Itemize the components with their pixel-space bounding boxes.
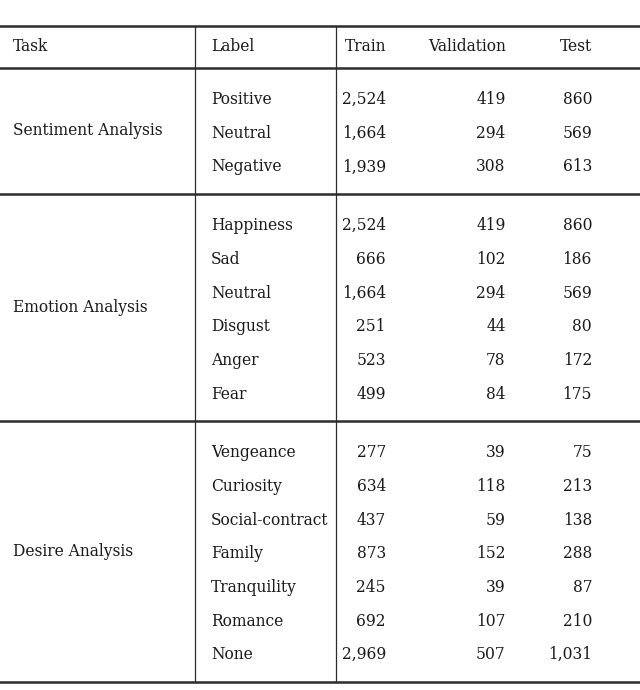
Text: 277: 277 xyxy=(356,444,386,462)
Text: Family: Family xyxy=(211,545,263,562)
Text: 39: 39 xyxy=(486,444,506,462)
Text: 873: 873 xyxy=(356,545,386,562)
Text: 175: 175 xyxy=(563,386,592,402)
Text: 172: 172 xyxy=(563,352,592,369)
Text: Negative: Negative xyxy=(211,159,282,175)
Text: 84: 84 xyxy=(486,386,506,402)
Text: 613: 613 xyxy=(563,159,592,175)
Text: Neutral: Neutral xyxy=(211,125,271,141)
Text: 251: 251 xyxy=(356,318,386,335)
Text: 419: 419 xyxy=(476,91,506,108)
Text: 118: 118 xyxy=(476,478,506,495)
Text: 294: 294 xyxy=(476,125,506,141)
Text: 152: 152 xyxy=(476,545,506,562)
Text: 2,969: 2,969 xyxy=(342,647,386,663)
Text: 245: 245 xyxy=(356,579,386,596)
Text: Fear: Fear xyxy=(211,386,246,402)
Text: 308: 308 xyxy=(476,159,506,175)
Text: 2,524: 2,524 xyxy=(342,91,386,108)
Text: 507: 507 xyxy=(476,647,506,663)
Text: Emotion Analysis: Emotion Analysis xyxy=(13,299,147,316)
Text: 288: 288 xyxy=(563,545,592,562)
Text: Vengeance: Vengeance xyxy=(211,444,296,462)
Text: Train: Train xyxy=(344,38,386,55)
Text: Romance: Romance xyxy=(211,613,284,630)
Text: Happiness: Happiness xyxy=(211,217,293,234)
Text: 860: 860 xyxy=(563,91,592,108)
Text: 294: 294 xyxy=(476,284,506,302)
Text: 75: 75 xyxy=(572,444,592,462)
Text: 87: 87 xyxy=(573,579,592,596)
Text: Label: Label xyxy=(211,38,255,55)
Text: 1,664: 1,664 xyxy=(342,125,386,141)
Text: Sad: Sad xyxy=(211,251,241,268)
Text: 569: 569 xyxy=(563,284,592,302)
Text: 210: 210 xyxy=(563,613,592,630)
Text: 186: 186 xyxy=(563,251,592,268)
Text: 860: 860 xyxy=(563,217,592,234)
Text: Tranquility: Tranquility xyxy=(211,579,297,596)
Text: Disgust: Disgust xyxy=(211,318,270,335)
Text: 437: 437 xyxy=(356,512,386,529)
Text: 39: 39 xyxy=(486,579,506,596)
Text: 138: 138 xyxy=(563,512,592,529)
Text: 569: 569 xyxy=(563,125,592,141)
Text: 1,939: 1,939 xyxy=(342,159,386,175)
Text: 499: 499 xyxy=(356,386,386,402)
Text: Positive: Positive xyxy=(211,91,272,108)
Text: Task: Task xyxy=(13,38,48,55)
Text: Neutral: Neutral xyxy=(211,284,271,302)
Text: 634: 634 xyxy=(356,478,386,495)
Text: 107: 107 xyxy=(476,613,506,630)
Text: 1,031: 1,031 xyxy=(548,647,592,663)
Text: Curiosity: Curiosity xyxy=(211,478,282,495)
Text: 78: 78 xyxy=(486,352,506,369)
Text: 80: 80 xyxy=(572,318,592,335)
Text: 59: 59 xyxy=(486,512,506,529)
Text: 44: 44 xyxy=(486,318,506,335)
Text: Anger: Anger xyxy=(211,352,259,369)
Text: None: None xyxy=(211,647,253,663)
Text: 692: 692 xyxy=(356,613,386,630)
Text: 2,524: 2,524 xyxy=(342,217,386,234)
Text: 102: 102 xyxy=(476,251,506,268)
Text: Validation: Validation xyxy=(428,38,506,55)
Text: 1,664: 1,664 xyxy=(342,284,386,302)
Text: Sentiment Analysis: Sentiment Analysis xyxy=(13,122,163,139)
Text: Test: Test xyxy=(560,38,592,55)
Text: 523: 523 xyxy=(356,352,386,369)
Text: 666: 666 xyxy=(356,251,386,268)
Text: 213: 213 xyxy=(563,478,592,495)
Text: 419: 419 xyxy=(476,217,506,234)
Text: Desire Analysis: Desire Analysis xyxy=(13,543,133,560)
Text: Social-contract: Social-contract xyxy=(211,512,329,529)
